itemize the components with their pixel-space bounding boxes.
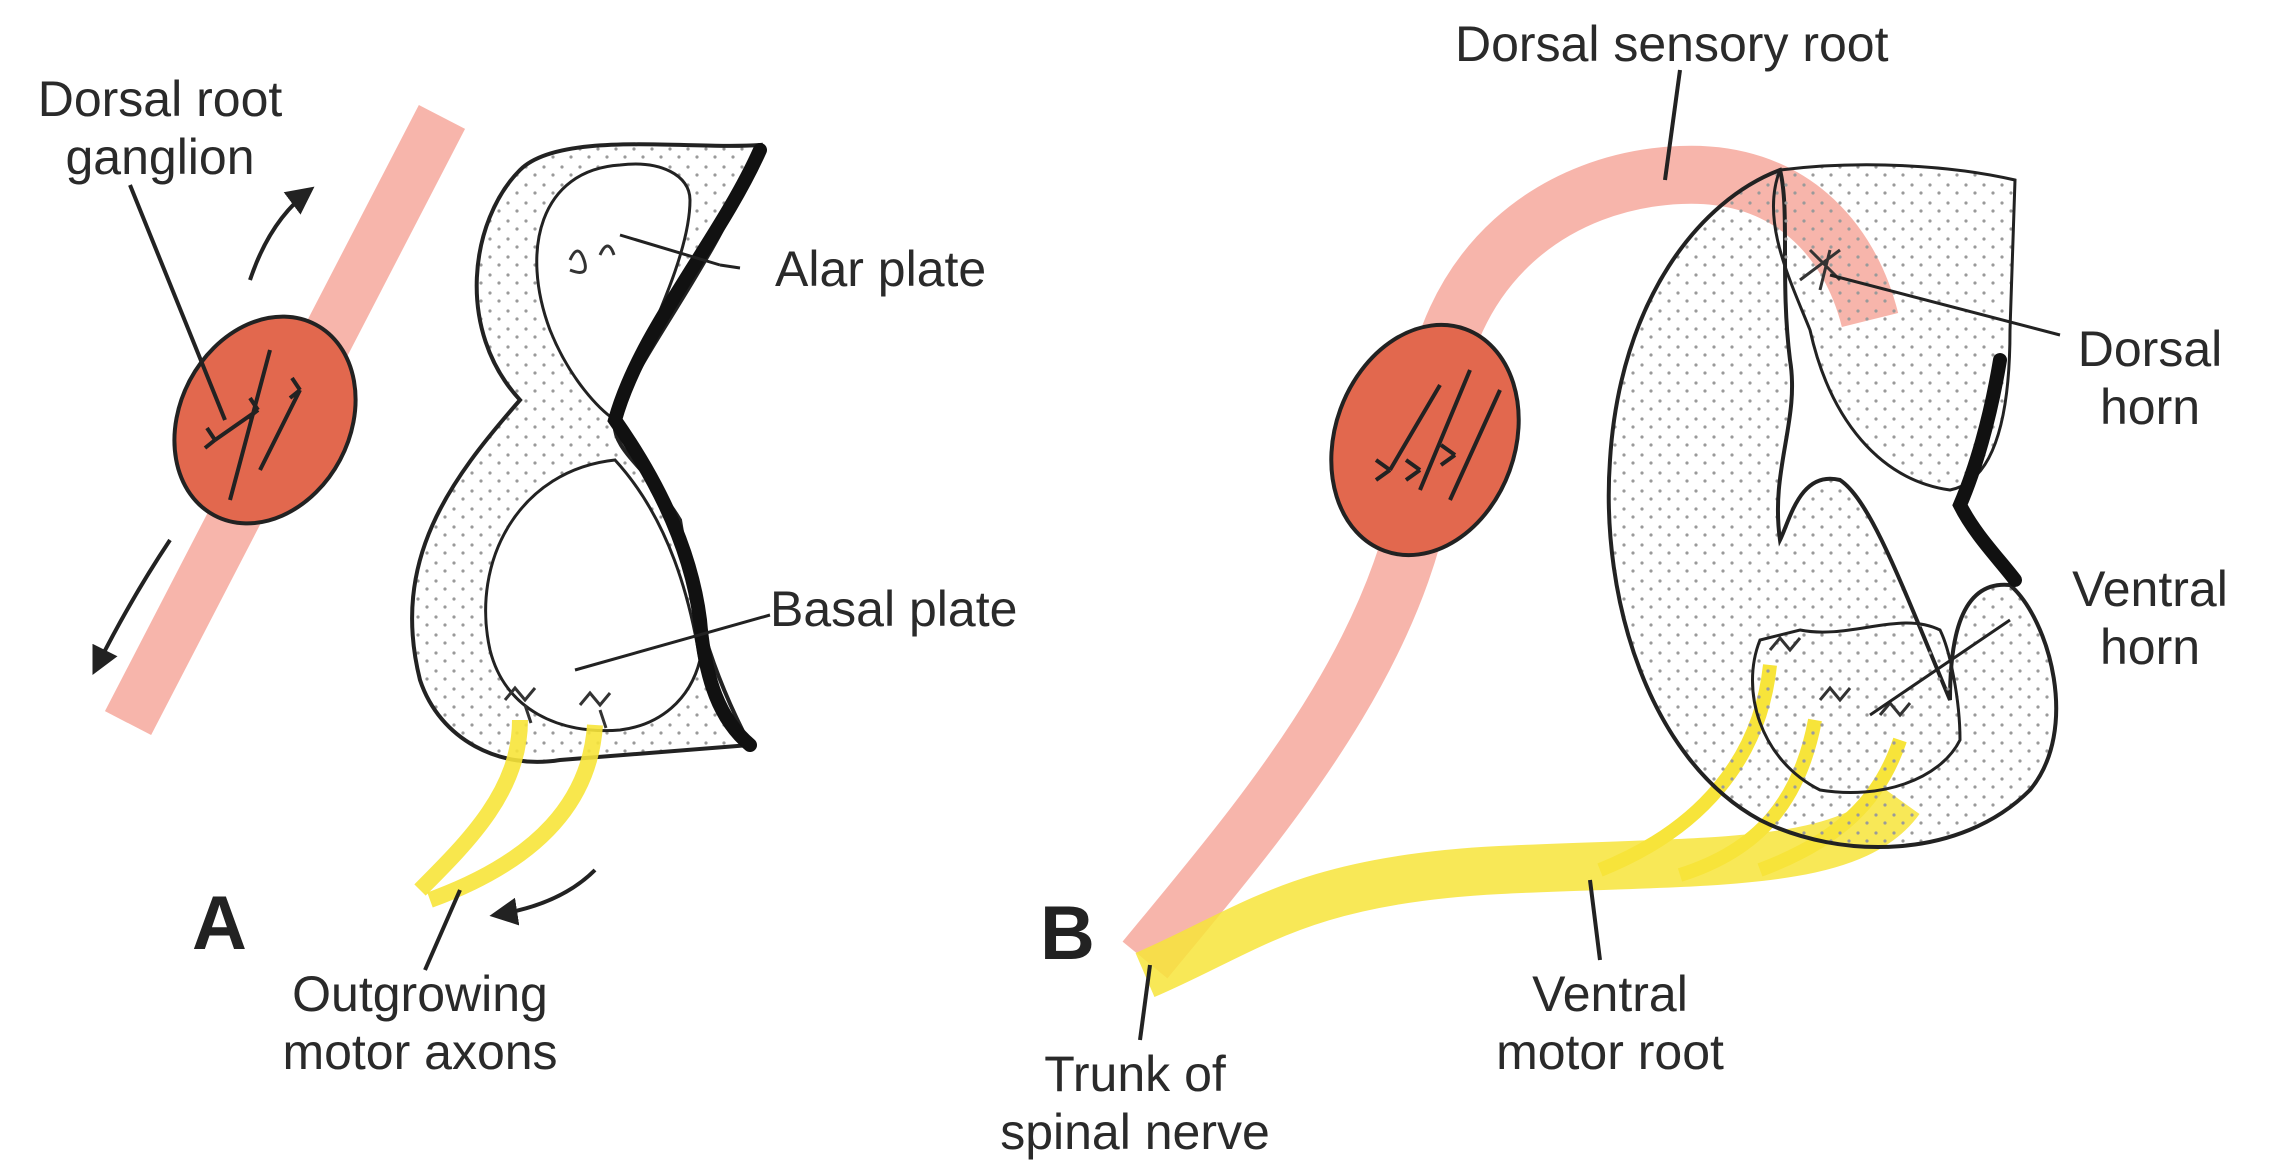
alar-plate-pointer-line-2 (719, 263, 741, 270)
ventral-horn-pointer-line (1869, 618, 2011, 717)
dorsal-horn-region (1771, 163, 2017, 492)
dorsal-horn-pointer-line (1829, 273, 2061, 337)
label-ventral-motor-root: Ventral motor root (1460, 965, 1760, 1081)
ventral-horn-neurons (1768, 635, 1912, 718)
growth-arrow-down (92, 538, 172, 676)
label-dorsal-root-ganglion-line1: Dorsal root (37, 71, 283, 127)
label-ventral-motor-root-line1: Ventral (1532, 966, 1688, 1022)
label-dorsal-root-ganglion: Dorsal root ganglion (10, 70, 310, 186)
ganglion-pointer-line (128, 184, 227, 421)
spinal-cord-outline-b (1606, 167, 2059, 849)
label-alar-plate: Alar plate (775, 241, 987, 297)
dorsal-root-ganglion (172, 314, 358, 526)
central-canal-edge-b (1952, 353, 2022, 587)
label-outgrowing-motor-axons-line2: motor axons (282, 1024, 558, 1080)
alar-plate-pointer-line (619, 233, 721, 267)
ganglion-neurons-b (1374, 369, 1502, 501)
label-trunk-of-spinal-nerve-line2: spinal nerve (1000, 1104, 1270, 1160)
dorsal-sensory-root-pointer-line (1663, 69, 1682, 181)
sulcus-limitans-edge-a (607, 143, 767, 752)
ventral-horn-region (1751, 621, 1962, 795)
panel-label-b: B (1040, 891, 1095, 976)
label-outgrowing-motor-axons-line1: Outgrowing (292, 966, 548, 1022)
alar-neurons (568, 244, 616, 274)
label-dorsal-root-ganglion-line2: ganglion (65, 129, 255, 185)
ganglion-neurons-a (203, 349, 302, 501)
label-ventral-horn-line1: Ventral (2072, 561, 2228, 617)
axon-growth-arrow (489, 868, 597, 926)
growth-arrow-up (248, 186, 315, 281)
label-ventral-horn-line2: horn (2099, 619, 2201, 675)
dorsal-root-ganglion-b (1329, 322, 1521, 558)
trunk-pointer-line (1138, 964, 1152, 1041)
label-dorsal-horn: Dorsal horn (2050, 320, 2250, 436)
motor-axon-2 (427, 724, 603, 908)
panel-b (1122, 69, 2061, 1041)
label-outgrowing-motor-axons: Outgrowing motor axons (250, 965, 590, 1081)
label-dorsal-horn-line2: horn (2099, 379, 2201, 435)
label-basal-plate: Basal plate (770, 581, 1018, 637)
label-trunk-of-spinal-nerve: Trunk of spinal nerve (965, 1045, 1305, 1161)
ventral-root-pointer-line (1588, 879, 1602, 961)
basal-neurons (503, 685, 612, 729)
label-trunk-of-spinal-nerve-line1: Trunk of (1044, 1046, 1226, 1102)
motor-axon-1 (414, 719, 528, 896)
axons-pointer-line (423, 889, 462, 971)
label-ventral-motor-root-line2: motor root (1496, 1024, 1724, 1080)
basal-plate-pointer-line (574, 613, 771, 672)
label-dorsal-sensory-root: Dorsal sensory root (1455, 16, 1889, 72)
label-dorsal-horn-line1: Dorsal (2077, 321, 2223, 377)
panel-label-a: A (192, 881, 247, 966)
label-ventral-horn: Ventral horn (2040, 560, 2260, 676)
panel-a (92, 104, 771, 971)
